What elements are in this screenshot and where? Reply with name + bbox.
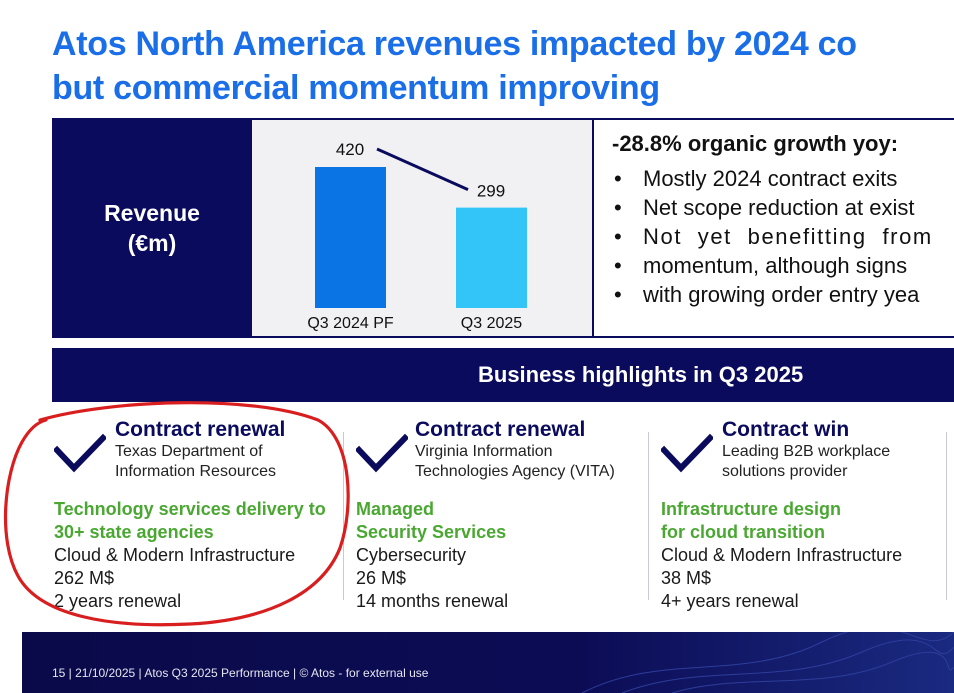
growth-bullet-3-cont-2: with growing order entry yea [612,280,954,309]
contract-term: 2 years renewal [54,591,182,611]
column-divider [343,432,344,600]
x-tick-label: Q3 2024 PF [307,315,394,332]
deal-card-texas: Contract renewal Texas Department of Inf… [54,418,349,613]
x-tick-label: Q3 2025 [461,315,522,332]
revenue-label: Revenue [104,200,200,226]
column-divider [946,432,947,600]
practice: Cybersecurity [356,545,467,565]
contract-term: 4+ years renewal [661,591,799,611]
client-name-line-1: Leading B2B workplace [722,443,891,460]
service-line-2: 30+ state agencies [54,522,214,542]
deal-type: Contract renewal [415,418,586,441]
deal-type: Contract win [722,418,850,441]
client-name-line-2: Technologies Agency (VITA) [415,463,615,480]
bar-value-label: 420 [336,140,364,159]
client-name-line-2: Information Resources [115,463,276,480]
bar-value-label: 299 [477,182,505,201]
contract-value: 262 M$ [54,568,115,588]
deal-card-virginia: Contract renewal Virginia Information Te… [356,418,651,613]
revenue-label-box: Revenue (€m) [52,118,252,338]
footer-pattern [22,632,954,693]
service-line-1: Managed [356,499,435,519]
slide-title-line-2: but commercial momentum improving [52,69,660,107]
service-line-2: Security Services [356,522,507,542]
footer: 15 | 21/10/2025 | Atos Q3 2025 Performan… [22,632,954,693]
service-line-1: Technology services delivery to [54,499,326,519]
business-highlights-title: Business highlights in Q3 2025 [478,362,804,387]
checkmark-icon [54,433,106,473]
growth-bullet-1: Mostly 2024 contract exits [612,164,954,193]
deal-card-b2b: Contract win Leading B2B workplace solut… [661,418,954,613]
revenue-chart-svg: Q3 2024 PF Q3 2025 420 299 [307,140,527,332]
growth-bullet-2: Net scope reduction at exist [612,193,954,222]
bar-q3-2025 [456,207,527,308]
deal-type: Contract renewal [115,418,286,441]
service-line-2: for cloud transition [661,522,825,542]
revenue-unit: (€m) [127,230,177,256]
growth-bullets: Mostly 2024 contract exits Net scope red… [612,164,954,309]
footer-text: 15 | 21/10/2025 | Atos Q3 2025 Performan… [52,666,429,680]
red-annotation-circle [3,401,350,627]
column-divider [648,432,649,600]
growth-heading: -28.8% organic growth yoy: [612,131,899,156]
client-name-line-2: solutions provider [722,463,848,480]
slide-title: Atos North America revenues impacted by … [52,22,954,110]
practice: Cloud & Modern Infrastructure [54,545,296,565]
growth-bullet-3-cont: momentum, although signs [612,251,954,280]
growth-commentary: -28.8% organic growth yoy: Mostly 2024 c… [592,118,954,338]
service-line-1: Infrastructure design [661,499,842,519]
trend-line [376,147,469,191]
contract-value: 26 M$ [356,568,407,588]
growth-bullet-3: Not yet benefitting from [612,222,954,251]
slide-title-line-1: Atos North America revenues impacted by … [52,25,857,63]
checkmark-icon [661,433,713,473]
client-name-line-1: Virginia Information [415,443,553,460]
checkmark-icon [356,433,408,473]
bar-q3-2024-pf [315,167,386,308]
business-highlights-bar: Business highlights in Q3 2025 [52,348,954,402]
practice: Cloud & Modern Infrastructure [661,545,903,565]
revenue-chart: Q3 2024 PF Q3 2025 420 299 [252,118,592,338]
contract-term: 14 months renewal [356,591,509,611]
client-name-line-1: Texas Department of [115,443,263,460]
contract-value: 38 M$ [661,568,712,588]
